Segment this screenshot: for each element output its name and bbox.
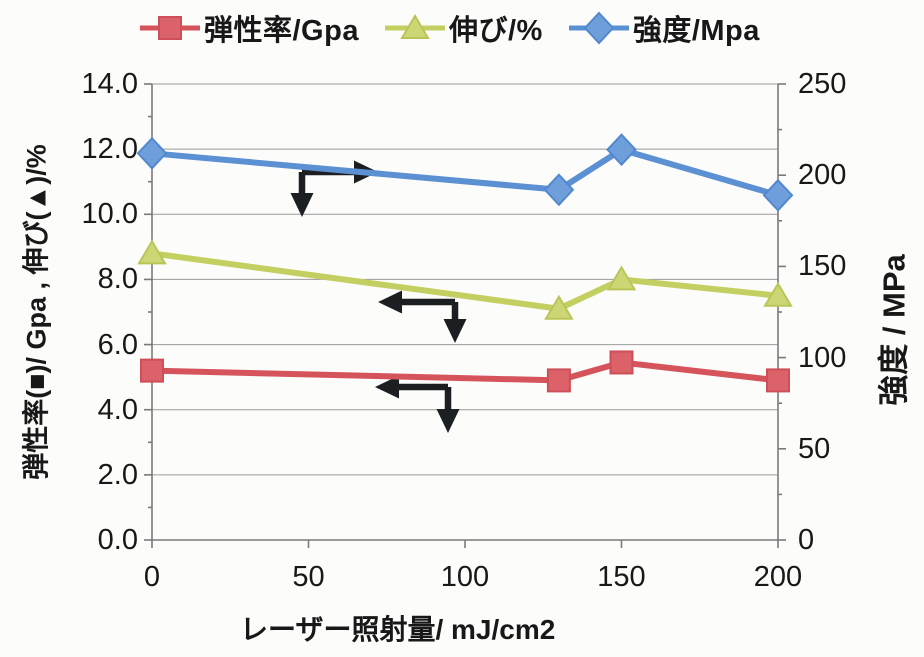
axis-tick-label-right: 50 [798, 432, 831, 465]
axis-tick-label-x: 50 [292, 561, 325, 593]
axis-tick-label-x: 0 [143, 561, 161, 593]
plot-area [136, 83, 794, 548]
square-marker-icon [140, 16, 200, 40]
series-line-elongation [149, 250, 781, 312]
axis-tick-label-left: 6.0 [97, 328, 138, 361]
diamond-marker-icon [568, 11, 629, 45]
left-axis-title: 弾性率(■)/ Gpa , 伸び(▲)/% [21, 144, 52, 480]
legend-label: 弾性率/Gpa [204, 15, 359, 47]
series-modulus [140, 350, 790, 393]
data-point-marker [158, 16, 182, 40]
axis-tick-label-right: 0 [798, 524, 815, 556]
legend-item-elongation: 伸び/% [384, 7, 543, 49]
data-point-marker [762, 178, 794, 212]
series-elongation [137, 239, 793, 320]
axis-tick-label-left: 10.0 [81, 198, 138, 231]
data-point-marker [546, 368, 571, 393]
series-line-modulus [149, 359, 781, 384]
elongation-axis-arrow [378, 290, 467, 343]
x-axis-title: レーザー照射量/ mJ/cm2 [240, 614, 556, 645]
modulus-axis-arrow [375, 375, 460, 433]
axis-tick-label-x: 100 [440, 561, 490, 593]
legend-item-strength: 強度/Mpa [568, 7, 760, 49]
axis-tick-label-right: 250 [798, 68, 847, 100]
series-strength [136, 133, 794, 212]
legend-label: 伸び/% [448, 15, 543, 47]
axis-tick-label-left: 14.0 [81, 68, 138, 100]
data-point-marker [609, 350, 634, 375]
data-point-marker [766, 368, 790, 393]
axis-tick-label-left: 2.0 [97, 458, 138, 491]
axis-tick-label-left: 12.0 [81, 133, 138, 166]
axis-tick-label-x: 200 [753, 561, 803, 593]
axis-tick-label-left: 8.0 [97, 263, 138, 296]
triangle-marker-icon [384, 14, 445, 39]
series-line-strength [149, 146, 781, 199]
data-point-marker [606, 265, 637, 291]
axis-tick-label-x: 150 [597, 561, 646, 593]
axis-tick-label-left: 0.0 [97, 524, 138, 556]
axis-tick-label-right: 200 [798, 159, 847, 192]
chart-legend: 弾性率/Gpa 伸び/% 強度/Mpa [140, 6, 760, 50]
data-point-marker [583, 11, 615, 45]
data-point-marker [136, 136, 168, 170]
data-point-marker [543, 173, 575, 207]
data-point-marker [544, 294, 574, 320]
data-point-marker [140, 358, 164, 383]
legend-item-modulus: 弾性率/Gpa [140, 7, 359, 49]
axis-tick-label-right: 150 [798, 250, 847, 283]
data-point-marker [400, 14, 430, 39]
data-point-marker [137, 239, 167, 265]
legend-label: 強度/Mpa [632, 15, 760, 47]
data-point-marker [763, 281, 793, 307]
axis-tick-label-right: 100 [798, 341, 847, 374]
axis-tick-label-left: 4.0 [97, 393, 138, 426]
data-point-marker [606, 133, 637, 167]
